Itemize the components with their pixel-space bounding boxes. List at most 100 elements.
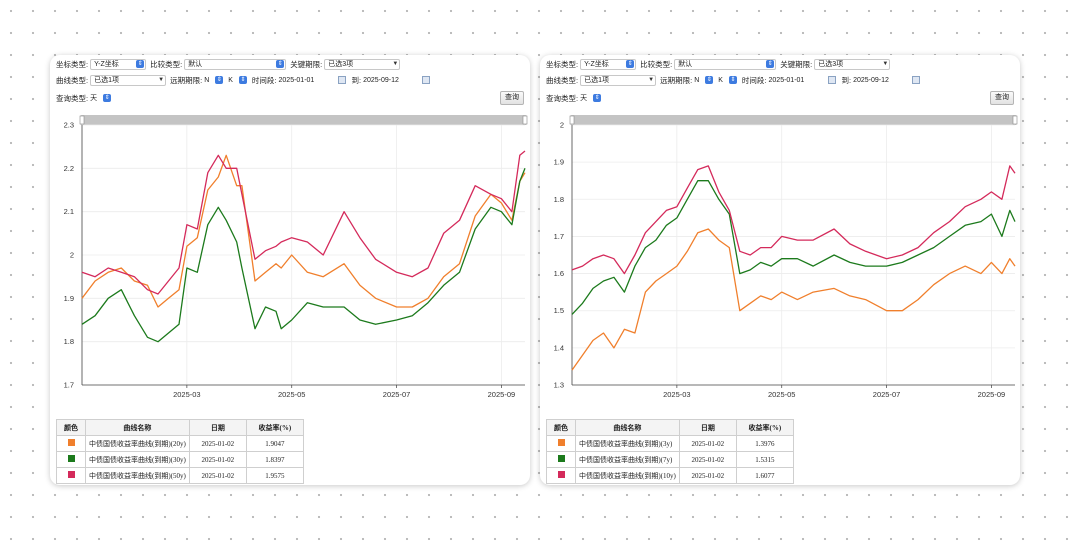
- line-chart: 1.7 1.8 1.9 2 2.1 2.2 2.3 2025-03 2025-05 2025-07…: [64, 115, 528, 399]
- calendar-icon[interactable]: [912, 76, 921, 84]
- col-yield-header: 收益率(%): [735, 419, 794, 436]
- query-type-spinner-icon[interactable]: ⇕: [103, 94, 112, 102]
- curve-yield: 1.9047: [245, 435, 304, 452]
- query-button[interactable]: 查询: [990, 91, 1014, 105]
- slider-handle-right[interactable]: [1012, 115, 1018, 125]
- table-row: 中债国债收益率曲线(到期)(30y) 2025-01-02 1.8397: [56, 451, 304, 468]
- x-tick-label: 2025-09: [978, 390, 1006, 399]
- slider-handle-left[interactable]: [79, 115, 85, 125]
- curve-date: 2025-01-02: [678, 467, 737, 484]
- curve-yield: 1.8397: [245, 451, 304, 468]
- query-type-spinner-icon[interactable]: ⇕: [593, 94, 602, 102]
- coord-type-label: 坐标类型:: [546, 59, 579, 69]
- calendar-icon[interactable]: [337, 76, 346, 84]
- key-term-label: 关键期限:: [290, 59, 323, 69]
- col-name-header: 曲线名称: [85, 419, 190, 436]
- chevron-down-icon: ▼: [392, 61, 399, 67]
- slider-handle-right[interactable]: [522, 115, 528, 125]
- y-tick-label: 1.9: [554, 158, 564, 167]
- col-date-header: 日期: [188, 419, 247, 436]
- far-n-spinner-icon[interactable]: ⇕: [705, 76, 714, 84]
- curve-type-select[interactable]: 已选1项 ▼: [580, 74, 657, 86]
- control-row-3: 查询类型: 天 ⇕: [56, 91, 524, 105]
- compare-type-select[interactable]: 默认 ⇕: [184, 58, 287, 70]
- table-row: 中债国债收益率曲线(到期)(20y) 2025-01-02 1.9047: [56, 435, 304, 452]
- range-slider[interactable]: [570, 115, 1017, 125]
- query-type-label: 查询类型:: [546, 93, 579, 103]
- legend-table: 颜色 曲线名称 日期 收益率(%) 中债国债收益率曲线(到期)(20y) 202…: [56, 419, 304, 484]
- curve-name: 中债国债收益率曲线(到期)(7y): [575, 451, 680, 468]
- far-k-spinner-icon[interactable]: ⇕: [728, 76, 737, 84]
- y-tick-label: 1.8: [554, 195, 564, 204]
- date-from-input[interactable]: 2025-01-01: [278, 76, 315, 84]
- control-row-2: 曲线类型: 已选1项 ▼ 远期期限: N ⇕ K ⇕ 时间段: 2025-01-01 …: [56, 73, 524, 87]
- color-swatch: [67, 455, 75, 462]
- query-type-value: 天: [90, 95, 98, 102]
- compare-type-select[interactable]: 默认 ⇕: [674, 58, 777, 70]
- curve-date: 2025-01-02: [678, 451, 737, 468]
- coord-type-select[interactable]: Y-Z坐标 ⇕: [580, 58, 637, 70]
- chevron-down-icon: ▼: [882, 61, 889, 67]
- x-tick-label: 2025-07: [873, 390, 901, 399]
- curve-date: 2025-01-02: [188, 467, 247, 484]
- chevron-down-icon: ▼: [648, 77, 655, 83]
- control-row-1: 坐标类型: Y-Z坐标 ⇕ 比较类型: 默认 ⇕ 关键期限: 已选3项 ▼: [546, 57, 1014, 71]
- x-tick-label: 2025-03: [173, 390, 201, 399]
- to-label: 到:: [841, 75, 852, 85]
- curve-yield: 1.5315: [735, 451, 794, 468]
- key-term-select[interactable]: 已选3项 ▼: [814, 58, 891, 70]
- far-k-spinner-icon[interactable]: ⇕: [238, 76, 247, 84]
- date-to-input[interactable]: 2025-09-12: [853, 76, 889, 84]
- y-tick-label: 1.8: [64, 337, 74, 346]
- series-line-2: [81, 168, 526, 343]
- color-swatch: [67, 439, 75, 446]
- curve-type-label: 曲线类型:: [546, 75, 579, 85]
- query-button[interactable]: 查询: [500, 91, 524, 105]
- date-to-input[interactable]: 2025-09-12: [363, 76, 399, 84]
- coord-type-label: 坐标类型:: [56, 59, 89, 69]
- curve-date: 2025-01-02: [188, 435, 247, 452]
- table-row: 中债国债收益率曲线(到期)(7y) 2025-01-02 1.5315: [546, 451, 794, 468]
- table-header-row: 颜色 曲线名称 日期 收益率(%): [546, 419, 794, 436]
- period-label: 时间段:: [251, 75, 277, 85]
- series-line-2: [571, 180, 1016, 315]
- spinner-icon: ⇕: [276, 60, 285, 68]
- series-line-3: [81, 150, 526, 295]
- key-term-select[interactable]: 已选3项 ▼: [324, 58, 401, 70]
- col-yield-header: 收益率(%): [245, 419, 304, 436]
- query-type-value: 天: [580, 95, 588, 102]
- chart-panel-left: 坐标类型: Y-Z坐标 ⇕ 比较类型: 默认 ⇕ 关键期限: 已选3项 ▼ 曲线类型:…: [50, 55, 530, 485]
- far-n-label: N: [204, 76, 210, 84]
- col-name-header: 曲线名称: [575, 419, 680, 436]
- color-swatch: [557, 439, 565, 446]
- calendar-icon[interactable]: [827, 76, 836, 84]
- y-tick-label: 2.2: [64, 164, 74, 173]
- far-n-spinner-icon[interactable]: ⇕: [215, 76, 224, 84]
- far-term-label: 远期期限:: [170, 75, 203, 85]
- control-row-2: 曲线类型: 已选1项 ▼ 远期期限: N ⇕ K ⇕ 时间段: 2025-01-01 …: [546, 73, 1014, 87]
- calendar-icon[interactable]: [422, 76, 431, 84]
- chart-panel-right: 坐标类型: Y-Z坐标 ⇕ 比较类型: 默认 ⇕ 关键期限: 已选3项 ▼ 曲线类型:…: [540, 55, 1020, 485]
- control-row-1: 坐标类型: Y-Z坐标 ⇕ 比较类型: 默认 ⇕ 关键期限: 已选3项 ▼: [56, 57, 524, 71]
- table-header-row: 颜色 曲线名称 日期 收益率(%): [56, 419, 304, 436]
- curve-type-select[interactable]: 已选1项 ▼: [90, 74, 167, 86]
- x-tick-label: 2025-09: [488, 390, 516, 399]
- curve-name: 中债国债收益率曲线(到期)(50y): [85, 467, 190, 484]
- x-tick-label: 2025-03: [663, 390, 691, 399]
- far-k-label: K: [228, 76, 233, 84]
- series-line-3: [571, 165, 1016, 275]
- y-tick-label: 1.7: [554, 232, 564, 241]
- x-tick-label: 2025-05: [768, 390, 796, 399]
- far-term-label: 远期期限:: [660, 75, 693, 85]
- curve-date: 2025-01-02: [188, 451, 247, 468]
- range-slider[interactable]: [80, 115, 527, 125]
- y-tick-label: 2.1: [64, 207, 74, 216]
- legend-table: 颜色 曲线名称 日期 收益率(%) 中债国债收益率曲线(到期)(3y) 2025…: [546, 419, 794, 484]
- slider-handle-left[interactable]: [569, 115, 575, 125]
- date-from-input[interactable]: 2025-01-01: [768, 76, 805, 84]
- curve-type-label: 曲线类型:: [56, 75, 89, 85]
- chevron-down-icon: ▼: [158, 77, 165, 83]
- curve-yield: 1.9575: [245, 467, 304, 484]
- coord-type-select[interactable]: Y-Z坐标 ⇕: [90, 58, 147, 70]
- series-line-1: [81, 154, 526, 308]
